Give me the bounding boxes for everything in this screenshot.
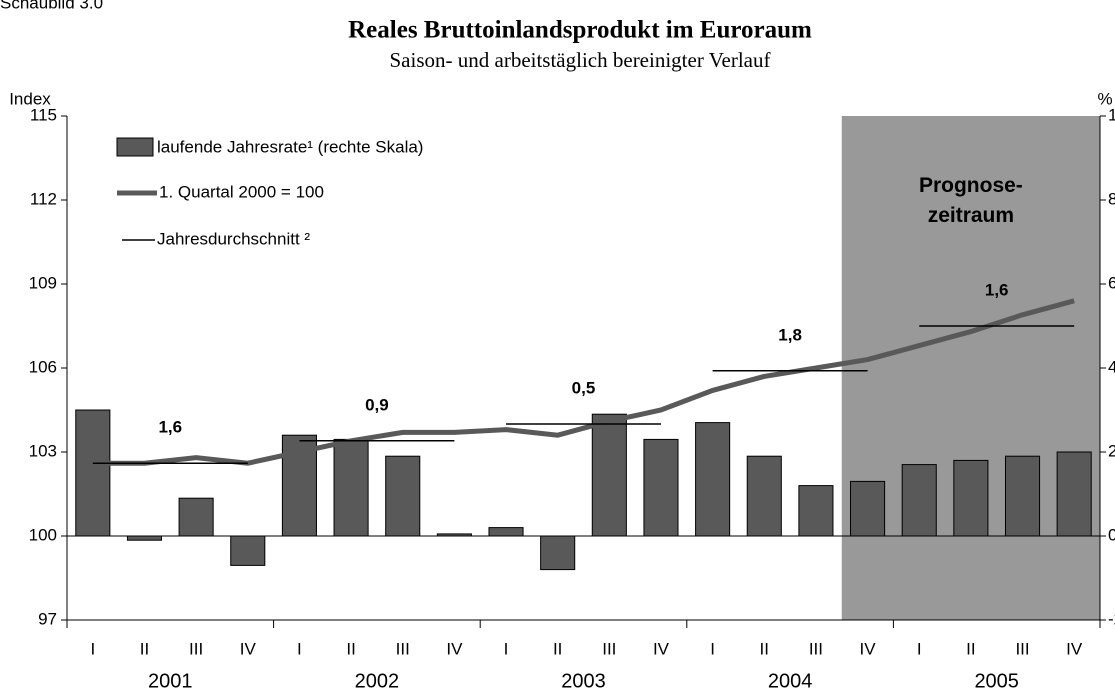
bar <box>746 455 782 537</box>
x-tick-label: III <box>396 639 410 658</box>
bar <box>591 413 627 537</box>
y-tick-label: 97 <box>38 609 57 628</box>
chart-title: Reales Bruttoinlandsprodukt im Euroraum <box>348 17 812 44</box>
x-group-label: 2004 <box>768 670 813 692</box>
x-tick-label: IV <box>653 639 670 658</box>
y2-tick-label: 6 <box>1108 273 1115 292</box>
y-tick-label: 100 <box>29 525 57 544</box>
bar <box>126 535 163 541</box>
x-tick-label: IV <box>446 639 463 658</box>
y-tick-label: 109 <box>29 273 57 292</box>
bar <box>436 533 472 537</box>
y-tick-label: 115 <box>30 105 57 124</box>
y2-tick-label: 10 <box>1108 105 1115 124</box>
bar <box>643 438 679 537</box>
y2-axis-label: % <box>1097 89 1112 108</box>
y-tick-label: 106 <box>29 357 57 376</box>
x-tick-label: II <box>966 639 975 658</box>
bar <box>385 455 421 537</box>
y-axis-label: Index <box>9 89 51 108</box>
annual-average-label: 1,8 <box>778 325 802 344</box>
x-tick-label: IV <box>860 639 877 658</box>
x-group-label: 2001 <box>148 670 193 692</box>
forecast-label-line: zeitraum <box>928 204 1014 227</box>
chart-subtitle: Saison- und arbeitstäglich bereinigter V… <box>390 48 771 72</box>
x-group-label: 2003 <box>561 670 606 692</box>
line <box>92 298 1075 466</box>
bar <box>953 459 989 537</box>
y2-tick-label: 4 <box>1108 357 1115 376</box>
bar <box>695 422 731 537</box>
y2-tick-label: -2 <box>1108 609 1115 628</box>
corner-label: Schaubild 3.0 <box>0 0 103 12</box>
x-tick-label: III <box>602 639 616 658</box>
x-tick-label: IV <box>240 639 257 658</box>
y-tick-label: 103 <box>29 441 57 460</box>
y2-tick-label: 2 <box>1108 441 1115 460</box>
legend-swatch <box>116 137 154 157</box>
x-tick-label: III <box>189 639 203 658</box>
annual-average-label: 1,6 <box>985 280 1009 299</box>
bar <box>901 464 937 537</box>
legend-label: 1. Quartal 2000 = 100 <box>159 182 324 201</box>
x-tick-label: I <box>504 639 509 658</box>
bar <box>75 409 111 537</box>
bar <box>540 535 576 571</box>
x-group-label: 2005 <box>974 670 1019 692</box>
bar <box>178 497 214 537</box>
bar <box>850 480 886 537</box>
x-tick-label: II <box>346 639 355 658</box>
x-tick-label: IV <box>1066 639 1083 658</box>
x-tick-label: II <box>760 639 769 658</box>
x-tick-label: I <box>710 639 715 658</box>
x-tick-label: I <box>917 639 922 658</box>
forecast-label-line: Prognose- <box>919 174 1023 197</box>
annual-average-label: 1,6 <box>158 418 182 437</box>
bar <box>1056 451 1092 537</box>
bar <box>230 535 266 566</box>
x-tick-label: III <box>1015 639 1029 658</box>
forecast-label: Prognose-zeitraum <box>919 174 1023 227</box>
x-tick-label: II <box>553 639 562 658</box>
annual-average-label: 0,9 <box>365 395 389 414</box>
annual-average-label: 0,5 <box>572 378 596 397</box>
bar <box>333 438 369 537</box>
x-tick-label: I <box>297 639 302 658</box>
y2-tick-label: 0 <box>1108 525 1115 544</box>
y-tick-label: 112 <box>30 189 57 208</box>
y2-tick-label: 8 <box>1108 189 1115 208</box>
x-tick-label: I <box>90 639 95 658</box>
x-group-label: 2002 <box>355 670 400 692</box>
legend-label: Jahresdurchschnitt ² <box>157 229 310 248</box>
bar <box>1004 455 1041 537</box>
x-tick-label: II <box>140 639 149 658</box>
legend-label: laufende Jahresrate¹ (rechte Skala) <box>157 137 423 156</box>
bar <box>798 485 834 537</box>
bar <box>488 527 524 537</box>
x-tick-label: III <box>809 639 823 658</box>
